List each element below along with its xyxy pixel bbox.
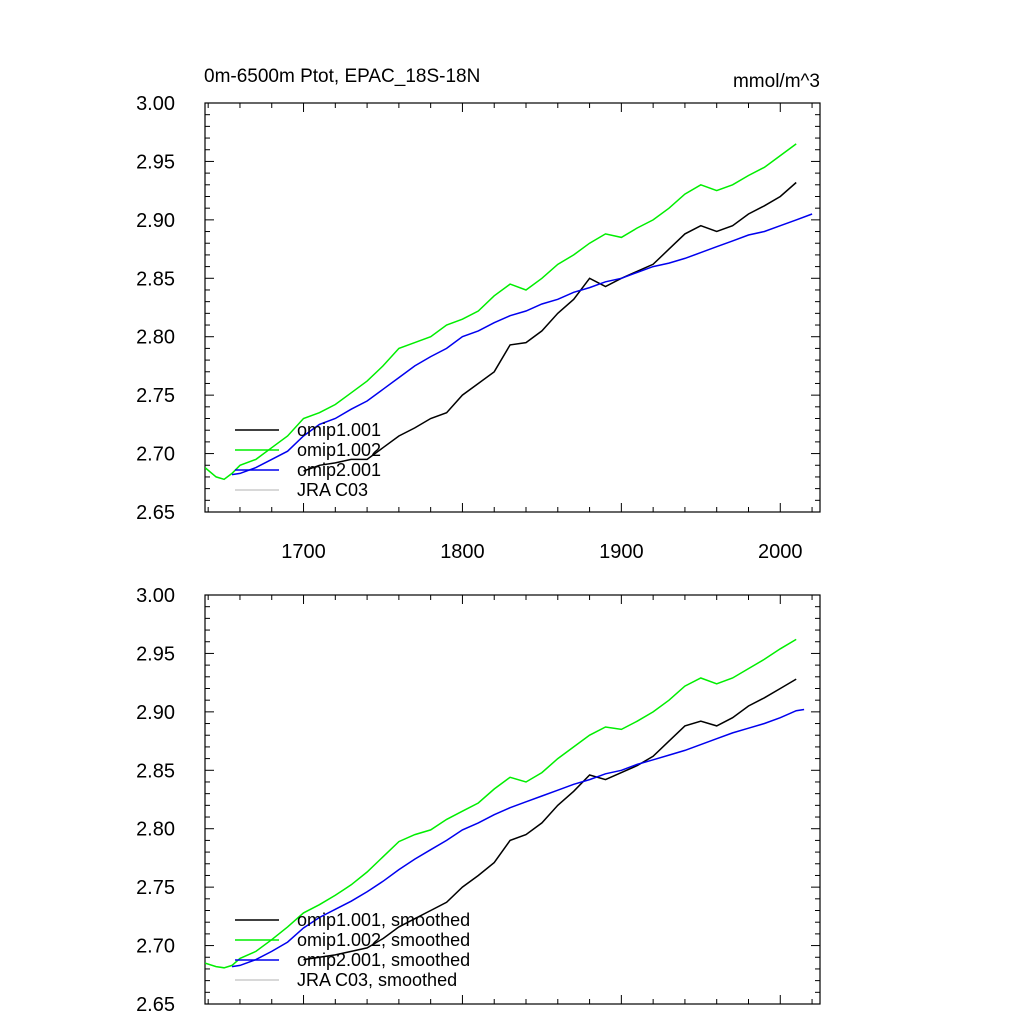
series-line-omip1-002 [205, 143, 797, 481]
series-line-omip1-001-smoothed [303, 678, 797, 961]
x-tick-label: 1900 [599, 541, 644, 563]
plot-frame [204, 594, 821, 1005]
legend-label: omip1.001 [297, 420, 381, 440]
y-tick-label: 2.80 [136, 327, 175, 349]
series-line-omip1-002-smoothed [205, 638, 797, 969]
bottom-panel: 2.65 2.70 2.75 2.80 2.85 2.90 2.95 3.00 omip1.00… [136, 585, 821, 1016]
chart-title: 0m-6500m Ptot, EPAC_18S-18N [204, 66, 480, 87]
legend-label: JRA C03, smoothed [297, 970, 457, 990]
y-tick-label: 3.00 [136, 93, 175, 115]
y-tick-label: 2.75 [136, 877, 175, 899]
x-tick-label: 2000 [758, 541, 803, 563]
y-tick-label: 2.75 [136, 385, 175, 407]
y-tick-label: 2.80 [136, 819, 175, 841]
plot-frame [204, 102, 821, 513]
legend-label: omip1.001, smoothed [297, 910, 470, 930]
legend-label: omip2.001, smoothed [297, 950, 470, 970]
y-tick-label: 2.95 [136, 643, 175, 665]
units-label: mmol/m^3 [733, 71, 820, 92]
y-tick-label: 2.90 [136, 702, 175, 724]
x-tick-label: 1700 [281, 541, 326, 563]
y-tick-label: 3.00 [136, 585, 175, 607]
top-panel: 2.65 2.70 2.75 2.80 2.85 2.90 2.95 3.00 1700 1800… [136, 93, 821, 563]
series-line-omip1-001 [303, 181, 797, 472]
y-tick-label: 2.65 [136, 502, 175, 524]
y-tick-label: 2.70 [136, 936, 175, 958]
legend-label: omip2.001 [297, 460, 381, 480]
y-tick-label: 2.95 [136, 151, 175, 173]
x-tick-label: 1800 [440, 541, 485, 563]
legend-label: omip1.002, smoothed [297, 930, 470, 950]
y-tick-label: 2.65 [136, 994, 175, 1016]
series-line-omip2-001 [231, 213, 813, 476]
series-line-omip2-001-smoothed [231, 708, 805, 968]
legend-label: JRA C03 [297, 480, 368, 500]
y-tick-label: 2.85 [136, 760, 175, 782]
y-tick-label: 2.70 [136, 444, 175, 466]
y-tick-label: 2.90 [136, 210, 175, 232]
legend-label: omip1.002 [297, 440, 381, 460]
y-tick-label: 2.85 [136, 268, 175, 290]
